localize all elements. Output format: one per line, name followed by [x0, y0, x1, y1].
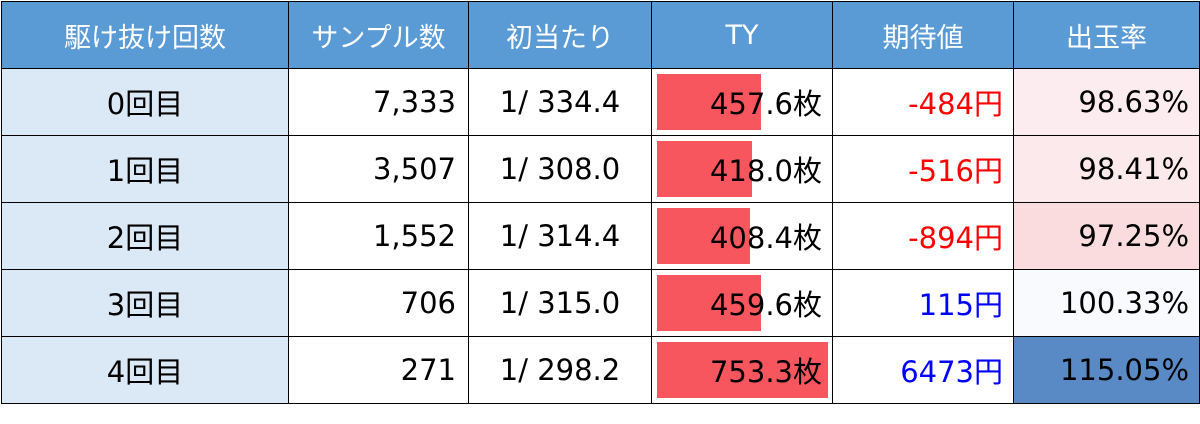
sample-count-cell: 706 — [288, 269, 469, 337]
ty-bar — [657, 74, 761, 130]
header-first-hit: 初当たり — [468, 1, 652, 69]
ty-cell: 753.3枚 — [651, 336, 833, 404]
ty-value: 418.0枚 — [709, 154, 822, 188]
run-count-cell: 4回目 — [1, 336, 289, 404]
table-row: 2回目 1,552 1/ 314.4 408.4枚 -894円 97.25% — [1, 202, 1200, 270]
run-count-cell: 2回目 — [1, 202, 289, 270]
header-payout-rate: 出玉率 — [1013, 1, 1200, 69]
payout-rate-cell: 100.33% — [1013, 269, 1200, 337]
table-row: 0回目 7,333 1/ 334.4 457.6枚 -484円 98.63% — [1, 68, 1200, 136]
run-count-cell: 0回目 — [1, 68, 289, 136]
first-hit-cell: 1/ 298.2 — [468, 336, 652, 404]
sample-count-cell: 1,552 — [288, 202, 469, 270]
header-sample-count: サンプル数 — [288, 1, 469, 69]
header-ty: TY — [651, 1, 833, 69]
run-count-cell: 3回目 — [1, 269, 289, 337]
table-row: 1回目 3,507 1/ 308.0 418.0枚 -516円 98.41% — [1, 135, 1200, 203]
ty-bar — [657, 141, 752, 197]
expected-value-cell: 6473円 — [832, 336, 1014, 404]
table-body: 0回目 7,333 1/ 334.4 457.6枚 -484円 98.63% 1回目 3,50… — [1, 68, 1200, 404]
ty-value: 753.3枚 — [709, 355, 822, 389]
sample-count-cell: 7,333 — [288, 68, 469, 136]
sample-count-cell: 3,507 — [288, 135, 469, 203]
first-hit-cell: 1/ 314.4 — [468, 202, 652, 270]
expected-value-cell: 115円 — [832, 269, 1014, 337]
payout-rate-cell: 97.25% — [1013, 202, 1200, 270]
expected-value-cell: -484円 — [832, 68, 1014, 136]
ty-cell: 408.4枚 — [651, 202, 833, 270]
expected-value-cell: -516円 — [832, 135, 1014, 203]
ty-bar — [657, 275, 761, 331]
first-hit-cell: 1/ 334.4 — [468, 68, 652, 136]
ty-cell: 418.0枚 — [651, 135, 833, 203]
data-table: 駆け抜け回数 サンプル数 初当たり TY 期待値 出玉率 0回目 7,333 1/ … — [1, 1, 1200, 404]
table-row: 3回目 706 1/ 315.0 459.6枚 115円 100.33% — [1, 269, 1200, 337]
header-run-count: 駆け抜け回数 — [1, 1, 289, 69]
ty-cell: 459.6枚 — [651, 269, 833, 337]
sample-count-cell: 271 — [288, 336, 469, 404]
run-count-cell: 1回目 — [1, 135, 289, 203]
ty-cell: 457.6枚 — [651, 68, 833, 136]
ty-bar — [657, 342, 828, 398]
ty-bar — [657, 208, 750, 264]
payout-rate-cell: 98.41% — [1013, 135, 1200, 203]
first-hit-cell: 1/ 315.0 — [468, 269, 652, 337]
expected-value-cell: -894円 — [832, 202, 1014, 270]
first-hit-cell: 1/ 308.0 — [468, 135, 652, 203]
payout-rate-cell: 98.63% — [1013, 68, 1200, 136]
header-row: 駆け抜け回数 サンプル数 初当たり TY 期待値 出玉率 — [1, 1, 1200, 69]
ty-value: 459.6枚 — [709, 288, 822, 322]
table-row: 4回目 271 1/ 298.2 753.3枚 6473円 115.05% — [1, 336, 1200, 404]
ty-value: 457.6枚 — [709, 87, 822, 121]
payout-rate-cell: 115.05% — [1013, 336, 1200, 404]
ty-value: 408.4枚 — [709, 221, 822, 255]
header-expected-value: 期待値 — [832, 1, 1014, 69]
